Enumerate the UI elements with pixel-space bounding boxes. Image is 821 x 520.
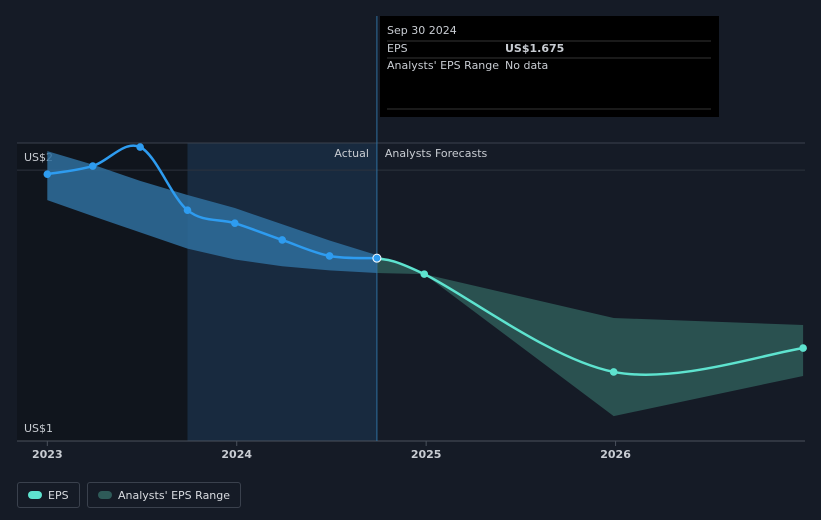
x-tick-label: 2024 [221, 448, 252, 461]
legend-eps[interactable]: EPS [17, 482, 80, 508]
tooltip-eps-name: EPS [387, 42, 408, 55]
eps-line [376, 256, 804, 376]
forecast-label: Analysts Forecasts [385, 147, 488, 160]
eps-point [278, 236, 286, 244]
legend-label: EPS [48, 488, 69, 502]
range-area [376, 255, 804, 417]
x-tick-label: 2025 [411, 448, 442, 461]
eps-point [325, 252, 334, 260]
legend-swatch [28, 491, 42, 499]
legend-label: Analysts' EPS Range [118, 488, 231, 502]
legend-swatch [98, 491, 112, 499]
actual-highlight [187, 143, 377, 441]
legend-range[interactable]: Analysts' EPS Range [87, 482, 242, 508]
eps-point [136, 143, 144, 151]
eps-point [372, 253, 382, 263]
eps-point [420, 270, 429, 278]
eps-line [47, 144, 377, 260]
tooltip: Sep 30 2024 EPS US$1.675 Analysts' EPS Rang… [380, 16, 719, 117]
tooltip-range-value: No data [505, 59, 548, 72]
actual-label: Actual [334, 147, 368, 160]
tooltip-box [380, 16, 719, 117]
y-tick-label: US$1 [24, 422, 53, 435]
eps-point [231, 219, 239, 227]
range-area [47, 151, 377, 274]
tooltip-date: Sep 30 2024 [387, 24, 457, 37]
x-tick-label: 2026 [600, 448, 631, 461]
x-tick-label: 2023 [32, 448, 63, 461]
eps-point [183, 206, 192, 214]
tooltip-eps-value: US$1.675 [505, 42, 564, 55]
eps-point [88, 162, 97, 170]
eps-point [799, 344, 807, 352]
eps-point [609, 368, 618, 376]
y-tick-label: US$2 [24, 151, 53, 164]
tooltip-range-name: Analysts' EPS Range [387, 59, 499, 72]
eps-point [43, 170, 52, 178]
